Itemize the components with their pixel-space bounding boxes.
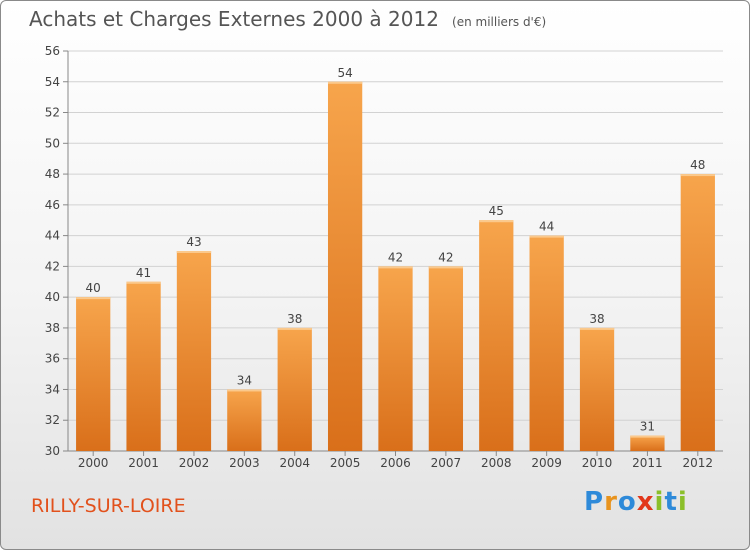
y-tick-label: 44 (45, 229, 60, 243)
data-label: 45 (489, 204, 504, 218)
bar-highlight (76, 297, 111, 300)
x-tick-label: 2005 (330, 456, 361, 470)
y-tick-label: 34 (45, 382, 60, 396)
bar (277, 327, 312, 451)
bars (76, 81, 715, 452)
bar (176, 251, 212, 451)
bar (227, 389, 262, 451)
y-tick-label: 42 (45, 259, 60, 273)
data-label: 40 (86, 281, 101, 295)
logo-letter: P (584, 487, 605, 517)
town-name: RILLY-SUR-LOIRE (31, 495, 186, 517)
x-tick-label: 2006 (380, 456, 411, 470)
bar (378, 266, 413, 451)
data-label: 48 (690, 158, 705, 172)
y-tick-label: 48 (45, 167, 60, 181)
labels: 30 32 34 36 38 40 42 44 46 48 50 52 54 56 40 2000 41 2001… (45, 44, 713, 470)
data-label: 38 (287, 312, 302, 326)
logo-letter: r (604, 487, 618, 517)
y-tick-label: 30 (45, 444, 60, 458)
data-label: 54 (337, 66, 352, 80)
title-row: Achats et Charges Externes 2000 à 2012 (… (29, 7, 546, 31)
x-tick-label: 2012 (683, 456, 714, 470)
bar-highlight (327, 81, 363, 84)
data-label: 42 (438, 250, 453, 264)
x-tick-label: 2001 (128, 456, 159, 470)
x-tick-label: 2003 (229, 456, 260, 470)
x-tick-label: 2000 (78, 456, 109, 470)
y-tick-label: 32 (45, 413, 60, 427)
bar (630, 435, 665, 451)
y-tick-label: 46 (45, 198, 60, 212)
data-label: 31 (640, 420, 655, 434)
chart-title: Achats et Charges Externes 2000 à 2012 (29, 7, 439, 31)
x-tick-label: 2010 (582, 456, 613, 470)
proxiti-logo: Proxiti (584, 487, 688, 517)
x-tick-label: 2009 (531, 456, 562, 470)
bar-highlight (579, 327, 615, 330)
y-tick-label: 52 (45, 106, 60, 120)
logo-letter: i (677, 487, 688, 517)
y-tick-label: 54 (45, 75, 60, 89)
bar-highlight (126, 281, 161, 284)
bar (529, 235, 564, 451)
logo-letter: i (654, 487, 665, 517)
bar (327, 81, 363, 452)
chart-unit-label: (en milliers d'€) (452, 15, 547, 29)
x-tick-label: 2004 (279, 456, 310, 470)
bar (579, 327, 615, 451)
logo-letter: x (636, 487, 655, 517)
bar-highlight (529, 235, 564, 238)
logo-letter: o (617, 487, 637, 517)
x-tick-label: 2008 (481, 456, 512, 470)
bar-highlight (378, 266, 413, 269)
x-tick-label: 2011 (632, 456, 663, 470)
bar (479, 220, 514, 451)
y-tick-label: 36 (45, 352, 60, 366)
x-tick-label: 2002 (179, 456, 210, 470)
y-tick-label: 50 (45, 136, 60, 150)
y-tick-label: 38 (45, 321, 60, 335)
x-tick-label: 2007 (431, 456, 462, 470)
bar-highlight (680, 174, 715, 177)
y-tick-label: 40 (45, 290, 60, 304)
bar-highlight (479, 220, 514, 223)
bar (76, 297, 111, 451)
data-label: 38 (589, 312, 604, 326)
bar-highlight (630, 435, 665, 438)
data-label: 34 (237, 373, 252, 387)
data-label: 42 (388, 250, 403, 264)
bar-highlight (227, 389, 262, 392)
bar-highlight (277, 327, 312, 330)
logo-letter: t (664, 487, 678, 517)
bar (428, 266, 464, 451)
data-label: 44 (539, 220, 554, 234)
bar-highlight (176, 251, 212, 253)
bar (126, 281, 161, 451)
bar (680, 174, 715, 452)
bar-highlight (428, 266, 464, 269)
data-label: 43 (186, 235, 201, 249)
y-tick-label: 56 (45, 44, 60, 58)
data-label: 41 (136, 266, 151, 280)
